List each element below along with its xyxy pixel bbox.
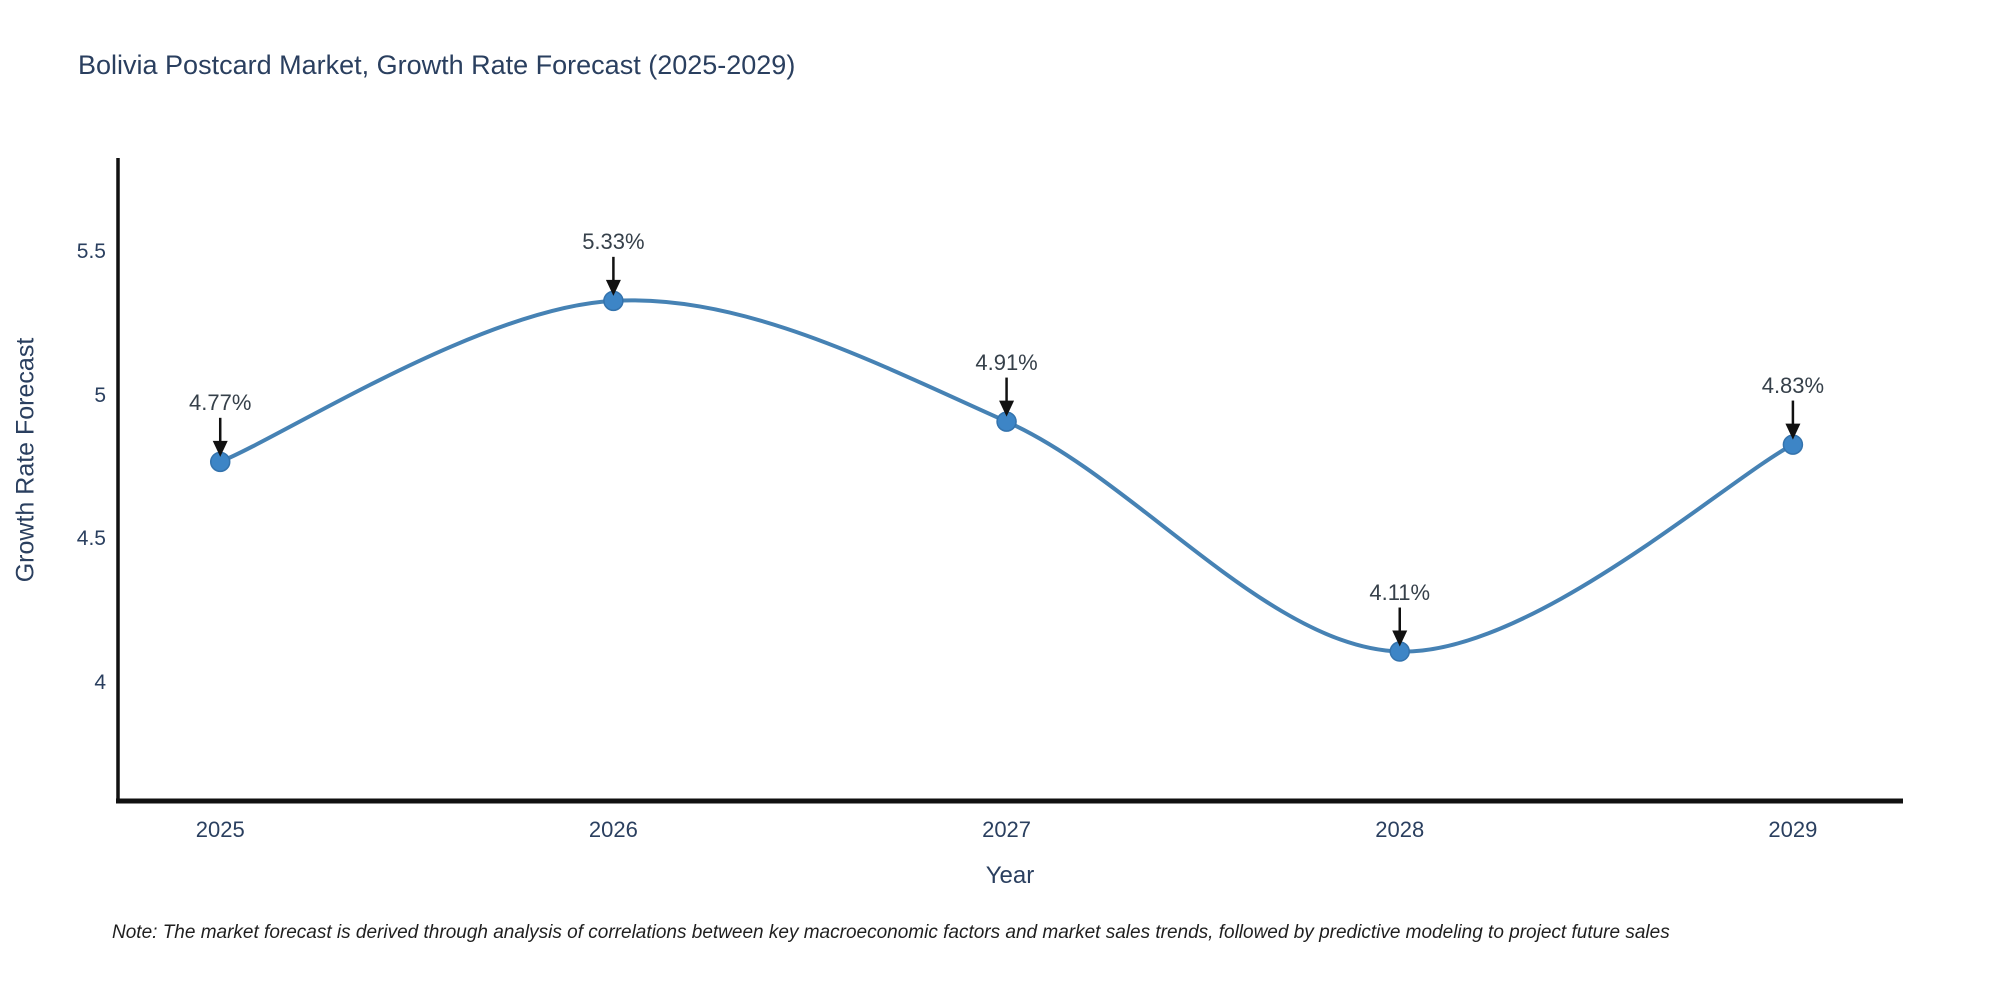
annotation-arrowhead [212,440,228,457]
x-tick-label: 2026 [588,817,638,842]
y-tick-label: 5.5 [76,239,106,263]
chart-title: Bolivia Postcard Market, Growth Rate For… [78,50,796,80]
point-annotation-label: 5.33% [582,228,645,254]
annotation-arrowhead [605,279,621,296]
x-axis-label: Year [985,862,1035,889]
footnote: Note: The market forecast is derived thr… [112,922,1670,943]
x-tick-label: 2029 [1768,817,1818,842]
x-tick-label: 2025 [195,817,245,842]
x-tick-label: 2027 [982,817,1032,842]
x-tick-label: 2028 [1375,817,1425,842]
annotation-arrowhead [1785,423,1801,440]
y-tick-label: 5 [94,383,106,407]
y-tick-label: 4 [94,671,106,695]
point-annotation-label: 4.77% [189,389,252,415]
annotation-arrowhead [1392,630,1408,647]
point-annotation-label: 4.83% [1761,372,1825,398]
point-annotation-label: 4.91% [975,349,1038,375]
point-annotation-label: 4.11% [1369,579,1431,605]
y-tick-label: 4.5 [76,527,106,551]
annotation-arrowhead [999,400,1015,417]
